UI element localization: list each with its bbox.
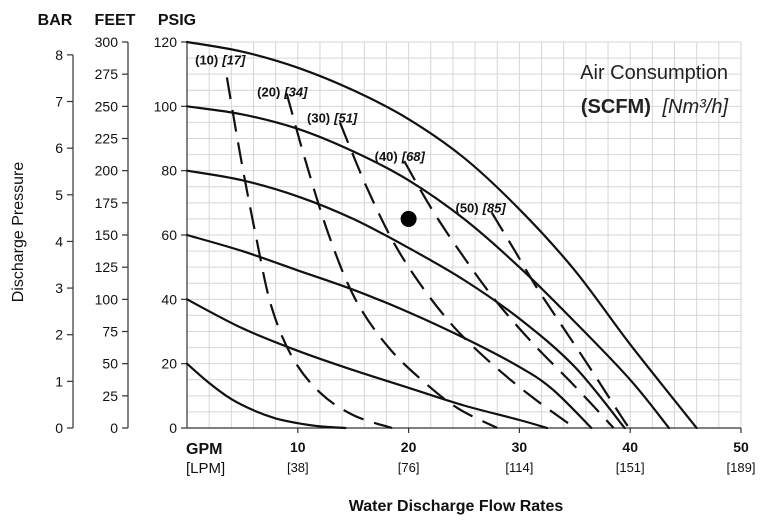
pressure-curves — [185, 40, 698, 430]
air-curve-scfm: (50) — [455, 200, 478, 215]
pressure-curve — [185, 169, 626, 430]
x-tick-label-lpm: [189] — [727, 460, 756, 475]
y-tick-label-psig: 60 — [161, 227, 177, 243]
air-consumption-curve — [403, 160, 615, 429]
y-tick-label-feet: 50 — [102, 356, 118, 372]
x-tick-label-lpm: [76] — [398, 460, 420, 475]
subtitle-italic: [Nm³/h] — [661, 96, 728, 118]
y-axis-header-bar: BAR — [38, 12, 73, 29]
pressure-curve — [185, 40, 698, 430]
titles: Air Consumption (SCFM) [Nm³/h] Water Dis… — [10, 62, 728, 515]
y-tick-label-feet: 75 — [102, 324, 118, 340]
y-axis-title: Discharge Pressure — [10, 162, 27, 303]
y-tick-label-feet: 200 — [95, 163, 119, 179]
y-axis-header-psig: PSIG — [158, 12, 196, 29]
subtitle-bold: (SCFM) — [581, 96, 651, 118]
tick-labels: BAR012345678FEET025507510012515017520022… — [38, 12, 756, 475]
x-tick-label-gpm: 40 — [622, 439, 638, 455]
operating-point-marker — [400, 210, 417, 227]
y-tick-label-bar: 0 — [55, 420, 63, 436]
y-tick-label-feet: 150 — [95, 227, 119, 243]
air-curve-label: (30) [51] — [307, 110, 358, 125]
x-tick-label-lpm: [114] — [505, 460, 533, 475]
air-consumption-curve — [225, 77, 393, 430]
y-tick-label-feet: 250 — [95, 98, 119, 114]
y-tick-label-feet: 225 — [95, 131, 119, 147]
air-curve-label: (10) [17] — [195, 53, 246, 68]
pressure-curve — [185, 298, 549, 430]
air-consumption-curve — [338, 121, 576, 429]
x-tick-label-gpm: 10 — [290, 439, 306, 455]
y-tick-label-feet: 0 — [110, 420, 118, 436]
air-curve-nm3h: [51] — [333, 110, 358, 125]
y-tick-label-bar: 7 — [55, 94, 63, 110]
x-tick-label-gpm: 50 — [733, 439, 749, 455]
x-unit-gpm: GPM — [186, 441, 222, 458]
pressure-curve — [185, 233, 593, 430]
y-tick-label-bar: 5 — [55, 187, 63, 203]
y-axis-header-feet: FEET — [95, 12, 136, 29]
y-tick-label-psig: 40 — [161, 291, 177, 307]
air-curve-scfm: (10) — [195, 53, 218, 68]
y-tick-label-feet: 25 — [102, 388, 118, 404]
chart-subtitle: (SCFM) [Nm³/h] — [581, 96, 729, 118]
x-axis-title: Water Discharge Flow Rates — [349, 498, 564, 515]
y-tick-label-psig: 20 — [161, 356, 177, 372]
air-curve-label: (50) [85] — [455, 200, 506, 215]
air-curve-label: (40) [68] — [375, 149, 426, 164]
air-curve-nm3h: [85] — [482, 200, 507, 215]
y-tick-label-bar: 8 — [55, 47, 63, 63]
air-curve-label: (20) [34] — [257, 85, 308, 100]
air-curve-scfm: (40) — [375, 149, 398, 164]
y-tick-label-psig: 120 — [154, 34, 178, 50]
pressure-curve — [185, 105, 671, 430]
y-tick-label-feet: 125 — [95, 259, 119, 275]
y-tick-label-bar: 1 — [55, 373, 63, 389]
air-curve-nm3h: [34] — [283, 85, 308, 100]
air-curve-nm3h: [68] — [401, 149, 426, 164]
y-tick-label-bar: 3 — [55, 280, 63, 296]
y-tick-label-feet: 300 — [95, 34, 119, 50]
air-curve-nm3h: [17] — [221, 53, 246, 68]
y-tick-label-psig: 80 — [161, 163, 177, 179]
x-tick-label-gpm: 20 — [401, 439, 417, 455]
y-tick-label-feet: 100 — [95, 291, 119, 307]
y-tick-label-bar: 4 — [55, 233, 63, 249]
air-curve-scfm: (30) — [307, 110, 330, 125]
x-unit-lpm: [LPM] — [186, 460, 225, 477]
y-tick-label-psig: 0 — [169, 420, 177, 436]
x-tick-label-lpm: [38] — [287, 460, 309, 475]
air-consumption-curve — [285, 93, 498, 429]
x-tick-label-lpm: [151] — [616, 460, 645, 475]
air-consumption-curve — [490, 211, 632, 430]
pressure-curve — [185, 362, 347, 430]
y-tick-label-psig: 100 — [154, 98, 178, 114]
curve-labels: (10) [17] (20) [34] (30) [51] (40) [68] (50) [85] — [195, 53, 506, 227]
grid — [186, 41, 742, 429]
y-tick-label-bar: 6 — [55, 140, 63, 156]
y-tick-label-feet: 175 — [95, 195, 119, 211]
air-consumption-curves — [225, 77, 632, 430]
y-tick-label-feet: 275 — [95, 66, 119, 82]
air-curve-scfm: (20) — [257, 85, 280, 100]
chart-title: Air Consumption — [580, 62, 728, 84]
y-tick-label-bar: 2 — [55, 327, 63, 343]
x-tick-label-gpm: 30 — [512, 439, 528, 455]
